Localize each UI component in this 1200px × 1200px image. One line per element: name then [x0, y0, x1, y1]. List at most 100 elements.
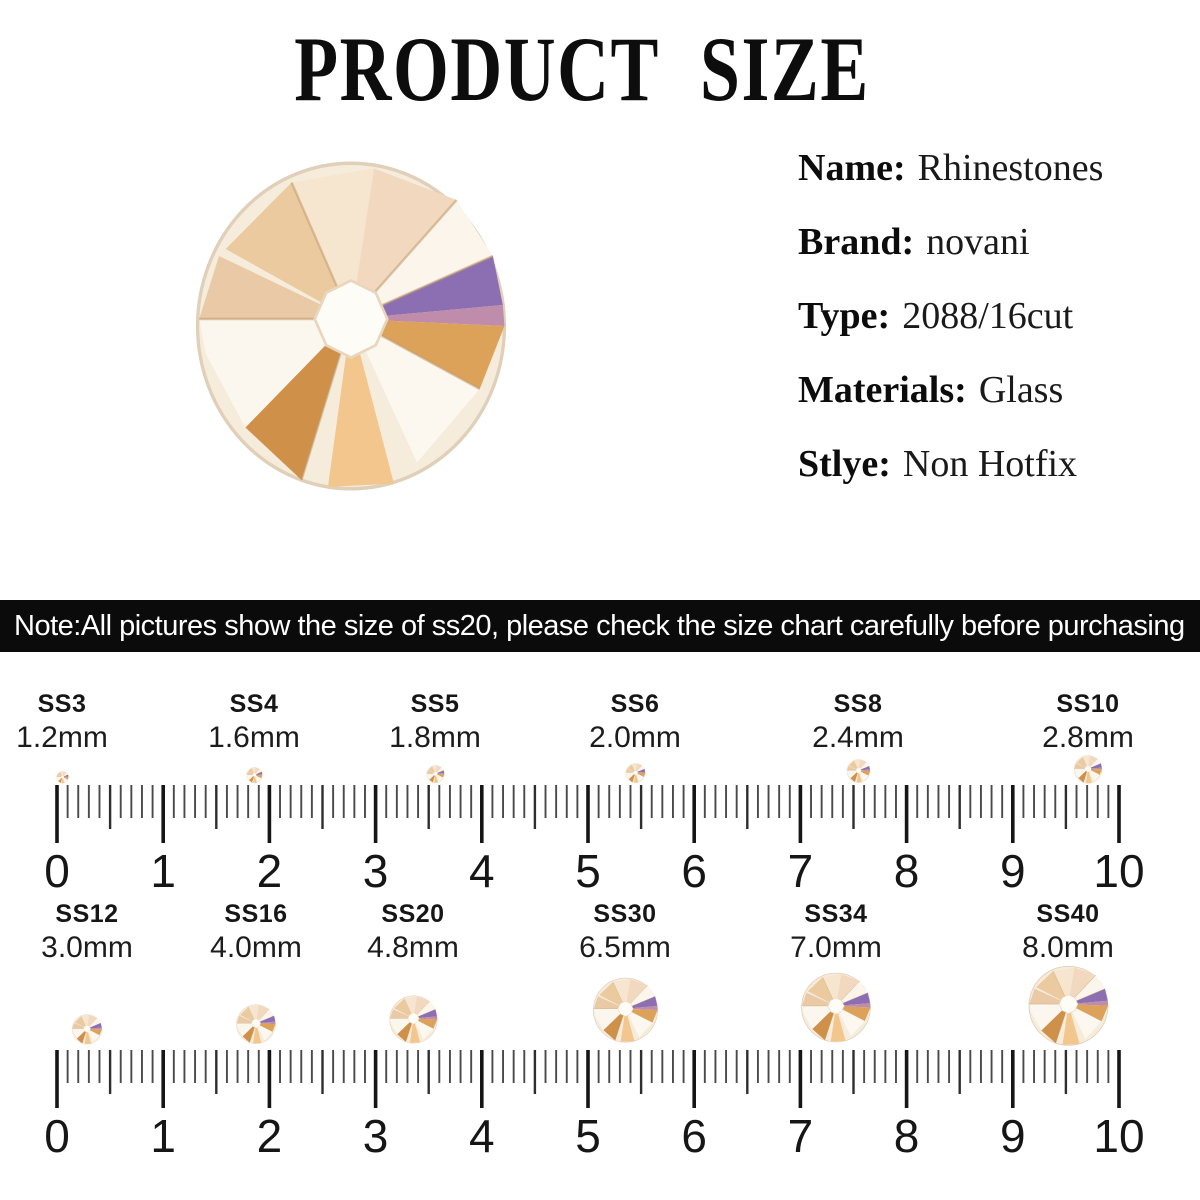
ss-code-label: SS12 — [55, 900, 119, 928]
ruler-tick — [130, 1050, 133, 1083]
ruler-tick — [937, 1050, 940, 1083]
ruler-tick — [172, 1050, 175, 1083]
mm-size-label: 3.0mm — [41, 931, 133, 964]
ruler-tick — [310, 785, 313, 818]
ruler-tick — [183, 1050, 186, 1083]
ruler-tick — [438, 1050, 441, 1083]
ruler-tick — [608, 785, 611, 818]
ruler-tick — [778, 1050, 781, 1083]
ruler-tick — [247, 1050, 250, 1083]
ruler-tick — [725, 785, 728, 818]
ruler-tick — [661, 785, 664, 818]
size-item: SS34 7.0mm — [761, 900, 911, 1046]
size-item: SS20 4.8mm — [338, 900, 488, 1046]
ruler-tick — [841, 1050, 844, 1083]
size-item: SS5 1.8mm — [360, 690, 510, 784]
ruler-tick — [555, 785, 558, 818]
ruler-tick — [735, 785, 738, 818]
ruler-tick — [204, 1050, 207, 1083]
ruler-tick — [544, 1050, 547, 1083]
ruler-tick — [183, 785, 186, 818]
ruler-tick — [969, 1050, 972, 1083]
ruler-tick — [831, 1050, 834, 1083]
ruler-tick — [1001, 785, 1004, 818]
ruler-number: 4 — [469, 845, 495, 895]
ruler-tick — [225, 1050, 228, 1083]
ruler-tick — [87, 785, 90, 818]
ruler-tick — [618, 1050, 621, 1083]
spec-list: Name: Rhinestones Brand: novani Type: 20… — [798, 146, 1103, 516]
ss-code-label: SS34 — [804, 900, 868, 928]
ruler-tick — [533, 1050, 537, 1094]
ruler-number: 0 — [44, 1110, 70, 1160]
ruler-tick — [225, 785, 228, 818]
ruler-tick — [884, 1050, 887, 1083]
ruler-tick — [353, 785, 356, 818]
rhinestone-icon — [235, 1004, 277, 1046]
mm-size-label: 7.0mm — [790, 931, 882, 964]
ruler-tick — [364, 785, 366, 818]
ruler-tick — [502, 1050, 504, 1083]
ruler-tick — [1075, 785, 1078, 818]
ruler-tick — [597, 1050, 600, 1083]
note-banner: Note:All pictures show the size of ss20,… — [0, 600, 1200, 652]
ruler-tick — [852, 785, 855, 829]
size-item: SS30 6.5mm — [550, 900, 700, 1046]
ruler-number: 0 — [44, 845, 70, 895]
ruler-tick — [1117, 1050, 1121, 1108]
size-item: SS16 4.0mm — [181, 900, 331, 1046]
spec-value: Rhinestones — [917, 147, 1104, 189]
ruler-tick — [958, 785, 961, 829]
ruler-tick — [565, 1050, 568, 1083]
rhinestone-icon — [799, 972, 873, 1046]
spec-label: Name: — [798, 147, 906, 189]
ruler-tick — [852, 1050, 855, 1094]
ruler-number: 8 — [894, 1110, 920, 1160]
rhinestone-icon — [1073, 755, 1103, 785]
mm-size-label: 6.5mm — [579, 931, 671, 964]
ruler-tick — [586, 785, 590, 843]
ruler-tick — [427, 1050, 430, 1094]
ruler-number: 3 — [363, 1110, 389, 1160]
ruler: 0 1 2 3 4 5 6 7 8 9 10 — [44, 785, 1145, 895]
ruler-tick — [990, 1050, 993, 1083]
ruler-tick — [703, 1050, 706, 1083]
ruler-tick — [629, 1050, 632, 1083]
ruler-tick — [77, 785, 80, 818]
ruler-tick — [406, 785, 409, 818]
ruler-number: 1 — [150, 1110, 176, 1160]
ruler-tick — [247, 785, 250, 818]
ss-code-label: SS5 — [410, 690, 460, 718]
ruler-tick — [1117, 785, 1121, 843]
ruler-tick — [353, 1050, 356, 1083]
ruler-tick — [289, 1050, 292, 1083]
ruler-tick — [937, 785, 940, 818]
ruler-number: 10 — [1093, 845, 1144, 895]
mm-size-label: 1.2mm — [16, 721, 108, 754]
ruler-tick — [151, 1050, 154, 1083]
ruler-tick — [215, 785, 218, 829]
size-item: SS40 8.0mm — [993, 900, 1143, 1046]
ruler-tick — [141, 1050, 143, 1083]
ruler-tick — [502, 785, 504, 818]
ruler-tick — [948, 785, 951, 818]
ruler-tick — [385, 785, 388, 818]
ruler-tick — [863, 785, 866, 818]
ruler-tick — [533, 785, 537, 829]
ruler-tick — [639, 1050, 643, 1094]
ruler-tick — [108, 1050, 112, 1094]
ruler-tick — [448, 1050, 451, 1083]
ruler-tick — [342, 1050, 345, 1083]
ruler-tick — [586, 1050, 590, 1108]
ruler-tick — [1054, 1050, 1057, 1083]
ruler-tick — [141, 785, 143, 818]
ruler-number: 7 — [788, 1110, 814, 1160]
ruler-tick — [491, 785, 494, 818]
ruler-tick — [55, 1050, 59, 1108]
ruler-tick — [523, 1050, 526, 1083]
ruler-tick — [810, 785, 812, 818]
ruler-tick — [119, 1050, 122, 1083]
spec-label: Brand: — [798, 221, 915, 263]
ruler-tick — [831, 785, 834, 818]
